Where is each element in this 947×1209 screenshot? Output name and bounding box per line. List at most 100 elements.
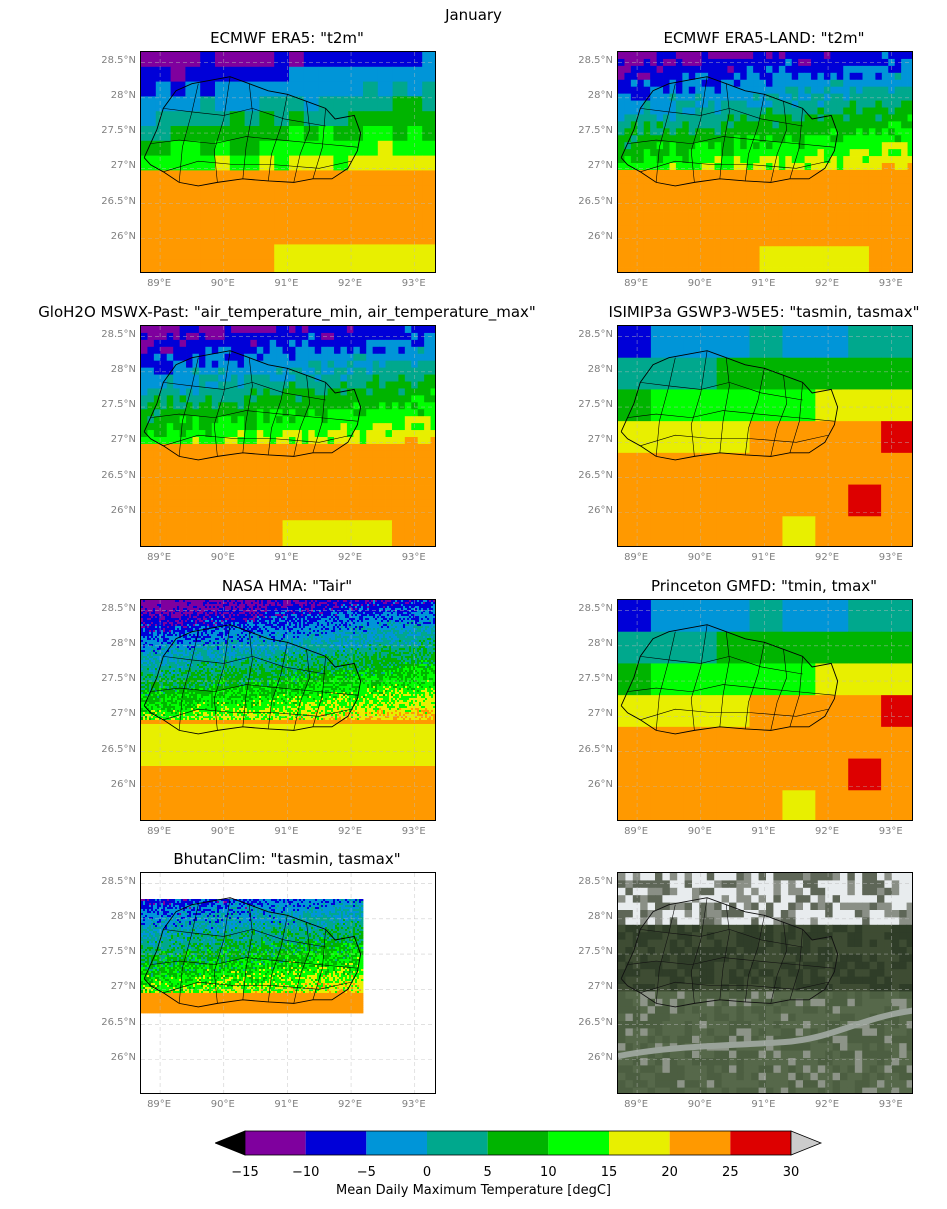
lat-tick-label: 26.5°N [92, 1017, 136, 1028]
lon-tick-label: 90°E [680, 278, 720, 289]
district-boundary [770, 922, 787, 1004]
lon-tick-label: 92°E [330, 1099, 370, 1110]
lon-tick-label: 93°E [871, 826, 911, 837]
map-canvas [618, 600, 912, 820]
colorbar-tick-label: −10 [292, 1165, 319, 1180]
colorbar-tick-label: 25 [722, 1165, 739, 1180]
bhutan-border [143, 624, 362, 735]
district-boundary [163, 656, 326, 675]
graticule [141, 600, 435, 820]
district-boundary [178, 904, 199, 1004]
map-panel [617, 872, 913, 1094]
panel-title: ISIMIP3a GSWP3-W5E5: "tasmin, tasmax" [464, 303, 947, 321]
lon-tick-label: 93°E [871, 278, 911, 289]
district-boundary [293, 101, 310, 183]
bhutan-border [143, 76, 362, 187]
bhutan-border [143, 350, 362, 461]
lat-tick-label: 27.5°N [569, 399, 613, 410]
lat-tick-label: 28.5°N [569, 55, 613, 66]
lat-tick-label: 26.5°N [92, 744, 136, 755]
district-boundary [178, 357, 199, 457]
lat-tick-label: 26.5°N [92, 470, 136, 481]
district-boundary [293, 649, 310, 731]
colorbar-bin [609, 1131, 670, 1155]
map-canvas [141, 52, 435, 272]
lon-tick-label: 90°E [680, 826, 720, 837]
lon-tick-label: 89°E [139, 1099, 179, 1110]
colorbar-tick-label: 30 [783, 1165, 800, 1180]
lat-tick-label: 27°N [92, 708, 136, 719]
district-boundary [770, 649, 787, 731]
lon-tick-label: 93°E [394, 1099, 434, 1110]
lat-tick-label: 27.5°N [569, 125, 613, 136]
lon-tick-label: 89°E [139, 826, 179, 837]
lon-tick-label: 92°E [807, 278, 847, 289]
district-boundary [627, 410, 835, 422]
lat-tick-label: 27°N [569, 434, 613, 445]
colorbar-bin [366, 1131, 427, 1155]
district-boundary [178, 631, 199, 731]
district-boundary [745, 642, 765, 730]
lon-tick-label: 92°E [807, 826, 847, 837]
district-boundary [178, 83, 199, 183]
graticule [141, 52, 435, 272]
district-boundary [213, 76, 231, 183]
district-boundary [655, 357, 676, 457]
district-boundary [640, 160, 829, 173]
district-boundary [690, 350, 708, 457]
district-boundary [163, 434, 352, 447]
colorbar-bin [305, 1131, 367, 1155]
colorbar-tick-label: 10 [540, 1165, 557, 1180]
lon-tick-label: 90°E [203, 552, 243, 563]
figure-suptitle: January [0, 6, 947, 24]
district-boundary [770, 375, 787, 457]
panel-title: GloH2O MSWX-Past: "air_temperature_min, … [0, 303, 587, 321]
lon-tick-label: 91°E [266, 278, 306, 289]
map-panel [140, 325, 436, 547]
colorbar-bin [245, 1131, 306, 1155]
colorbar-tick-label: −15 [231, 1165, 258, 1180]
map-canvas [141, 326, 435, 546]
lat-tick-label: 26°N [569, 1052, 613, 1063]
district-boundary [242, 83, 253, 179]
district-boundary [213, 624, 231, 731]
district-boundary [640, 382, 803, 401]
colorbar-bin [730, 1131, 791, 1155]
lat-tick-label: 28.5°N [92, 55, 136, 66]
district-boundary [655, 83, 676, 183]
lat-tick-label: 27°N [569, 708, 613, 719]
district-boundary [719, 631, 730, 727]
lon-tick-label: 89°E [139, 552, 179, 563]
district-boundary [627, 136, 835, 148]
lon-tick-label: 93°E [394, 826, 434, 837]
map-panel [617, 325, 913, 547]
lon-tick-label: 93°E [871, 552, 911, 563]
colorbar-tick-label: 0 [423, 1165, 431, 1180]
district-boundary [150, 136, 358, 148]
district-boundary [640, 929, 803, 948]
lon-tick-label: 91°E [743, 552, 783, 563]
district-boundary [655, 904, 676, 1004]
lat-tick-label: 27°N [569, 160, 613, 171]
district-boundary [163, 708, 352, 721]
district-boundary [213, 350, 231, 457]
district-boundary [150, 957, 358, 969]
lat-tick-label: 26°N [92, 505, 136, 516]
district-boundary [163, 108, 326, 127]
lon-tick-label: 89°E [616, 552, 656, 563]
lat-tick-label: 28°N [569, 911, 613, 922]
lat-tick-label: 26°N [92, 779, 136, 790]
colorbar-tick-label: 20 [661, 1165, 678, 1180]
district-boundary [745, 915, 765, 1003]
lon-tick-label: 90°E [203, 1099, 243, 1110]
map-panel [140, 872, 436, 1094]
lon-tick-label: 91°E [266, 826, 306, 837]
colorbar-bin [669, 1131, 731, 1155]
panel-title: ECMWF ERA5: "t2m" [0, 29, 587, 47]
bhutan-border [620, 624, 839, 735]
graticule [618, 873, 912, 1093]
district-boundary [268, 368, 288, 456]
bhutan-border [620, 897, 839, 1008]
lon-tick-label: 90°E [680, 1099, 720, 1110]
graticule [618, 600, 912, 820]
